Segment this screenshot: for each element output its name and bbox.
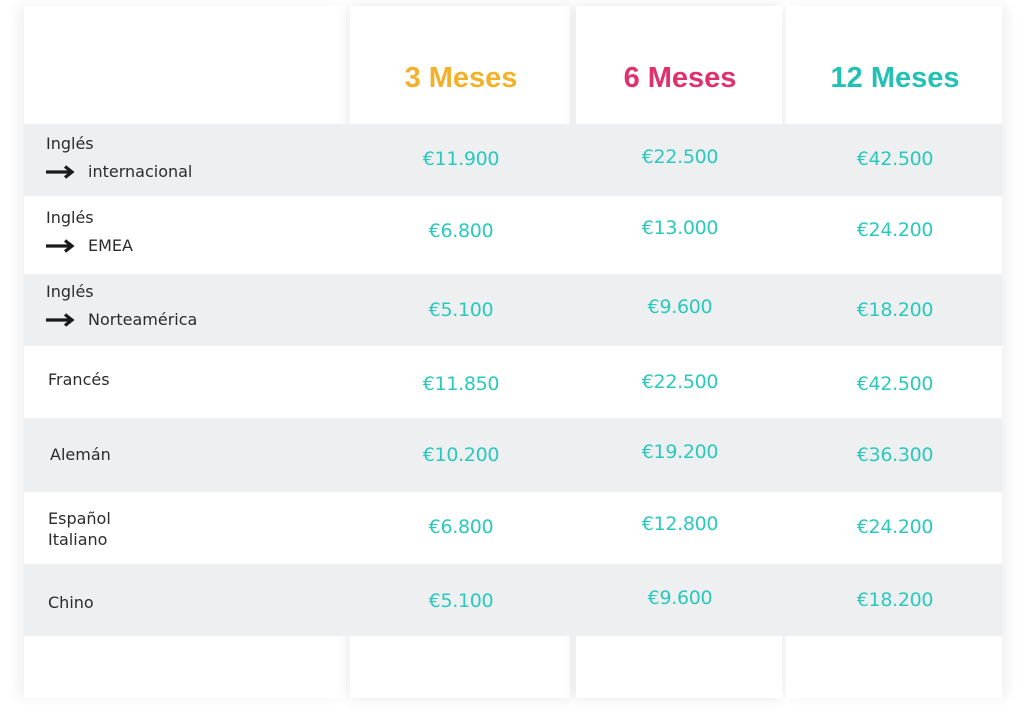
header-3-months: 3 Meses bbox=[404, 62, 518, 94]
table-row: Inglés Norteamérica €5.100 €9.600 €18.20… bbox=[24, 274, 1002, 346]
row-label-line2: Norteamérica bbox=[88, 310, 198, 329]
header-6-months: 6 Meses bbox=[623, 62, 737, 94]
price-12-months: €24.200 bbox=[856, 516, 934, 538]
row-label: Inglés Norteamérica bbox=[46, 282, 197, 330]
price-12-months: €42.500 bbox=[856, 373, 934, 395]
row-label-line2-wrap: EMEA bbox=[46, 236, 133, 256]
price-6-months: €19.200 bbox=[641, 441, 719, 463]
price-6-months: €22.500 bbox=[641, 371, 719, 393]
row-label: Inglés internacional bbox=[46, 134, 192, 182]
table-row: Inglés internacional €11.900 €22.500 €42… bbox=[24, 124, 1002, 196]
row-label-line1: Alemán bbox=[50, 445, 111, 464]
row-label-line2: Italiano bbox=[48, 530, 108, 549]
row-label-line1: Español bbox=[48, 509, 111, 528]
price-6-months: €9.600 bbox=[647, 296, 713, 318]
price-3-months: €6.800 bbox=[428, 220, 494, 242]
row-label-line1: Chino bbox=[48, 593, 94, 612]
price-3-months: €5.100 bbox=[428, 590, 494, 612]
arrow-right-icon bbox=[46, 165, 75, 179]
price-12-months: €42.500 bbox=[856, 148, 934, 170]
arrow-right-icon bbox=[46, 239, 75, 253]
row-label-line1: Inglés bbox=[46, 208, 94, 227]
price-12-months: €24.200 bbox=[856, 219, 934, 241]
table-row: Alemán €10.200 €19.200 €36.300 bbox=[24, 418, 1002, 492]
table-header: 3 Meses 6 Meses 12 Meses bbox=[24, 0, 1002, 124]
row-label-line1: Inglés bbox=[46, 134, 94, 153]
price-3-months: €10.200 bbox=[422, 444, 500, 466]
row-label: Español Italiano bbox=[48, 508, 111, 550]
price-12-months: €18.200 bbox=[856, 299, 934, 321]
price-6-months: €13.000 bbox=[641, 217, 719, 239]
price-3-months: €5.100 bbox=[428, 299, 494, 321]
table-row: Chino €5.100 €9.600 €18.200 bbox=[24, 564, 1002, 636]
row-label-line2: EMEA bbox=[88, 236, 133, 255]
table-row: Español Italiano €6.800 €12.800 €24.200 bbox=[24, 492, 1002, 564]
row-label-line2-wrap: internacional bbox=[46, 162, 192, 182]
price-3-months: €6.800 bbox=[428, 516, 494, 538]
row-label-line2: internacional bbox=[88, 162, 193, 181]
price-6-months: €9.600 bbox=[647, 587, 713, 609]
price-6-months: €22.500 bbox=[641, 146, 719, 168]
price-6-months: €12.800 bbox=[641, 513, 719, 535]
row-label: Francés bbox=[48, 370, 110, 390]
price-12-months: €36.300 bbox=[856, 444, 934, 466]
row-label: Chino bbox=[48, 593, 94, 613]
price-3-months: €11.850 bbox=[422, 373, 500, 395]
header-12-months: 12 Meses bbox=[830, 62, 960, 94]
table-row: Inglés EMEA €6.800 €13.000 €24.200 bbox=[24, 196, 1002, 274]
row-label-line2-wrap: Norteamérica bbox=[46, 310, 197, 330]
row-label-line1: Inglés bbox=[46, 282, 94, 301]
row-label: Alemán bbox=[50, 445, 111, 465]
row-label-line1: Francés bbox=[48, 370, 110, 389]
price-12-months: €18.200 bbox=[856, 589, 934, 611]
row-label: Inglés EMEA bbox=[46, 208, 133, 256]
price-3-months: €11.900 bbox=[422, 148, 500, 170]
table-row: Francés €11.850 €22.500 €42.500 bbox=[24, 346, 1002, 418]
arrow-right-icon bbox=[46, 313, 75, 327]
